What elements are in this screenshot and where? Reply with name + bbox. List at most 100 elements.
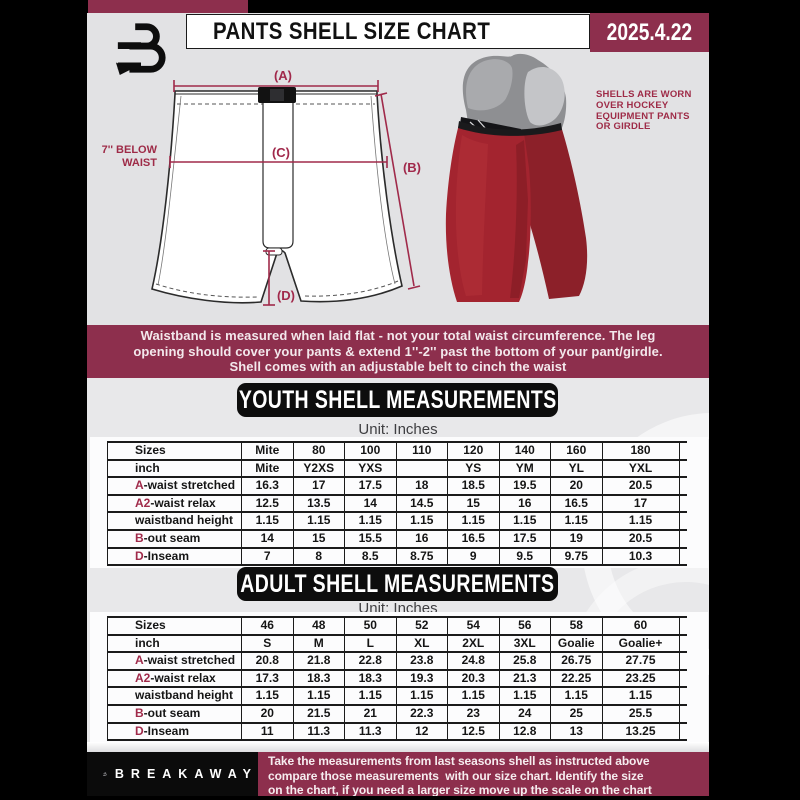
value-cell: 1.15 — [603, 688, 680, 704]
value-cell: 12.5 — [242, 495, 294, 512]
below-waist-note: 7'' BELOW WAIST — [101, 144, 157, 169]
row-label: A-waist stretched — [107, 478, 242, 494]
value-cell: 23 — [448, 705, 500, 722]
value-cell: 15.5 — [345, 530, 397, 547]
value-cell: 9.75 — [551, 548, 603, 565]
value-cell: 14 — [345, 495, 397, 512]
value-cell: 60 — [603, 618, 680, 634]
value-cell: L — [345, 635, 397, 652]
value-cell: 80 — [294, 443, 345, 459]
size-chart-page: (A) (C) (B) (D) — [87, 0, 709, 800]
value-cell: 1.15 — [448, 513, 500, 529]
value-cell: 180 — [603, 443, 680, 459]
value-cell: 160 — [551, 443, 603, 459]
value-cell: Mite — [242, 443, 294, 459]
adult-heading: ADULT SHELL MEASUREMENTS — [240, 569, 555, 598]
row-label: A2-waist relax — [107, 495, 242, 512]
value-cell — [397, 460, 448, 477]
value-cell: 23.8 — [397, 653, 448, 669]
value-cell: 7 — [242, 548, 294, 565]
value-cell: 11.3 — [345, 723, 397, 740]
value-cell: 26.75 — [551, 653, 603, 669]
value-cell: 24 — [500, 705, 551, 722]
table-row: D-Inseam 11 11.3 11.3 12 12.5 12.8 13 13.25 — [107, 723, 687, 742]
value-cell: YXS — [345, 460, 397, 477]
value-cell: 25 — [551, 705, 603, 722]
row-label: Sizes — [107, 618, 242, 634]
value-cell: Goalie+ — [603, 635, 680, 652]
table-row: inch S M L XL 2XL 3XL Goalie Goalie+ — [107, 635, 687, 654]
brand-name: BREAKAWAY — [114, 767, 258, 781]
value-cell: 110 — [397, 443, 448, 459]
value-cell: 9.5 — [500, 548, 551, 565]
value-cell: 54 — [448, 618, 500, 634]
value-cell: 21.5 — [294, 705, 345, 722]
hockey-pants-photo — [445, 53, 588, 302]
value-cell: 1.15 — [345, 513, 397, 529]
table-row: A-waist stretched 20.8 21.8 22.8 23.8 24.8 25.… — [107, 653, 687, 671]
value-cell: 1.15 — [603, 513, 680, 529]
footer-note: Take the measurements from last seasons … — [268, 754, 652, 796]
value-cell: XL — [397, 635, 448, 652]
title-bar: PANTS SHELL SIZE CHART — [186, 14, 590, 49]
row-label: waistband height — [107, 513, 242, 529]
value-cell: 16.5 — [551, 495, 603, 512]
value-cell: 12.5 — [448, 723, 500, 740]
row-label: Sizes — [107, 443, 242, 459]
shell-worn-note: SHELLS ARE WORN OVER HOCKEY EQUIPMENT PA… — [596, 89, 692, 133]
value-cell: M — [294, 635, 345, 652]
row-label: B-out seam — [107, 530, 242, 547]
value-cell: 20.3 — [448, 670, 500, 687]
row-label: B-out seam — [107, 705, 242, 722]
value-cell: 140 — [500, 443, 551, 459]
value-cell: YM — [500, 460, 551, 477]
value-cell: 8.5 — [345, 548, 397, 565]
youth-heading-badge: YOUTH SHELL MEASUREMENTS — [237, 383, 558, 417]
value-cell: 1.15 — [397, 513, 448, 529]
value-cell: 52 — [397, 618, 448, 634]
row-label: A2-waist relax — [107, 670, 242, 687]
row-label: A-waist stretched — [107, 653, 242, 669]
value-cell: 11.3 — [294, 723, 345, 740]
value-cell: 20 — [551, 478, 603, 494]
value-cell: 21 — [345, 705, 397, 722]
dim-d-label: (D) — [277, 288, 295, 303]
value-cell: 16.5 — [448, 530, 500, 547]
top-accent-bar — [88, 0, 248, 13]
value-cell: 22.3 — [397, 705, 448, 722]
value-cell: 19 — [551, 530, 603, 547]
measurement-info-banner: Waistband is measured when laid flat - n… — [87, 325, 709, 378]
value-cell: 1.15 — [500, 513, 551, 529]
value-cell: 18 — [397, 478, 448, 494]
footer-brand-block: BREAKAWAY — [87, 752, 258, 796]
value-cell: 13.25 — [603, 723, 680, 740]
value-cell: 9 — [448, 548, 500, 565]
value-cell: 24.8 — [448, 653, 500, 669]
footer-note-block: Take the measurements from last seasons … — [258, 752, 709, 796]
value-cell: 56 — [500, 618, 551, 634]
footer-divider-strip — [87, 742, 709, 752]
value-cell: 21.3 — [500, 670, 551, 687]
value-cell: 3XL — [500, 635, 551, 652]
value-cell: S — [242, 635, 294, 652]
value-cell: 2XL — [448, 635, 500, 652]
value-cell: 20.8 — [242, 653, 294, 669]
value-cell: 14.5 — [397, 495, 448, 512]
value-cell: 58 — [551, 618, 603, 634]
value-cell: 23.25 — [603, 670, 680, 687]
value-cell: 12.8 — [500, 723, 551, 740]
breakaway-logo-icon — [103, 772, 107, 776]
row-label: inch — [107, 635, 242, 652]
value-cell: 18.3 — [345, 670, 397, 687]
value-cell: 11 — [242, 723, 294, 740]
value-cell: 46 — [242, 618, 294, 634]
value-cell: 16.3 — [242, 478, 294, 494]
row-label: D-Inseam — [107, 548, 242, 565]
table-row: Sizes 46 48 50 52 54 56 58 60 — [107, 616, 687, 636]
value-cell: 18.3 — [294, 670, 345, 687]
adult-table: Sizes 46 48 50 52 54 56 58 60 inch S M L XL 2XL 3XL Goal… — [107, 616, 687, 742]
diagram-section: (A) (C) (B) (D) — [87, 13, 709, 325]
table-row: A2-waist relax 12.5 13.5 14 14.5 15 16 16.5 17 — [107, 495, 687, 514]
value-cell: 1.15 — [500, 688, 551, 704]
value-cell: 48 — [294, 618, 345, 634]
